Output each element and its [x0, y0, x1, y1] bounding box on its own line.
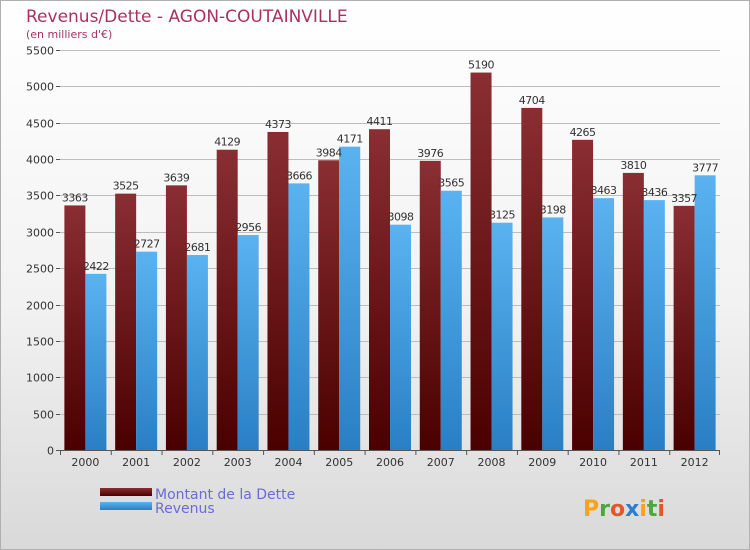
data-label: 4265	[570, 126, 596, 139]
debt-bar	[318, 160, 340, 450]
logo-letter: i	[657, 497, 665, 522]
x-tick-label: 2005	[325, 456, 353, 469]
legend-swatch-debt	[100, 488, 152, 496]
chart-title: Revenus/Dette - AGON-COUTAINVILLE	[26, 7, 348, 27]
x-tick-label: 2007	[427, 456, 455, 469]
revenus-bar	[593, 198, 615, 450]
data-label: 3666	[286, 169, 312, 182]
revenus-bar	[288, 183, 310, 450]
logo-letter: r	[599, 497, 610, 522]
revenus-bar	[136, 251, 158, 450]
debt-bar	[572, 139, 594, 450]
debt-bar	[369, 129, 390, 450]
debt-bar	[115, 193, 137, 451]
data-label: 3525	[113, 180, 139, 193]
y-tick-label: 5500	[26, 45, 54, 58]
data-label: 4129	[214, 136, 240, 149]
data-label: 4411	[367, 115, 393, 128]
legend-label-revenus: Revenus	[155, 501, 215, 517]
x-tick-label: 2004	[274, 456, 302, 469]
y-tick-label: 0	[47, 445, 54, 458]
y-tick-label: 1000	[26, 372, 54, 385]
logo-letter: P	[583, 497, 599, 522]
x-tick-label: 2010	[579, 456, 607, 469]
data-label: 3125	[489, 209, 515, 222]
chart-subtitle: (en milliers d'€)	[26, 28, 112, 41]
logo-letter: i	[639, 497, 647, 522]
revenus-bar	[491, 222, 513, 450]
logo-letter: x	[625, 497, 639, 522]
data-label: 3639	[163, 171, 189, 184]
y-tick-label: 3500	[26, 190, 54, 203]
debt-bar	[165, 185, 187, 450]
data-label: 3436	[641, 186, 667, 199]
data-label: 3984	[316, 146, 342, 159]
debt-bar	[419, 160, 441, 450]
debt-bar	[267, 131, 289, 451]
revenus-bar	[440, 190, 462, 450]
y-tick-label: 4500	[26, 118, 54, 131]
proxiti-logo: Proxiti	[583, 497, 665, 522]
x-tick-label: 2009	[528, 456, 556, 469]
y-tick-label: 4000	[26, 154, 54, 167]
y-tick-label: 1500	[26, 336, 54, 349]
debt-bar	[470, 72, 492, 450]
revenus-bar	[85, 273, 107, 450]
logo-letter: o	[610, 497, 625, 522]
legend-swatch-revenus	[100, 502, 152, 510]
data-label: 3198	[540, 203, 566, 216]
data-label: 2727	[134, 238, 160, 251]
y-tick-label: 5000	[26, 81, 54, 94]
x-tick-label: 2012	[681, 456, 709, 469]
y-tick-label: 500	[33, 409, 54, 422]
legend: Montant de la Dette Revenus	[100, 487, 295, 517]
data-label: 3810	[620, 159, 646, 172]
revenus-bar	[186, 255, 208, 450]
revenus-bar	[542, 217, 564, 450]
data-label: 4704	[519, 94, 545, 107]
debt-bar	[64, 205, 86, 450]
data-label: 3463	[591, 184, 617, 197]
x-axis-ticks: 2000 2001 2002 2003 2004 2005 2006 2007 2008 2009…	[60, 450, 720, 469]
data-label: 2422	[83, 260, 109, 273]
data-labels: 3363 2422 3525 2727 3639 2681 4129 2956 4373 3666…	[62, 59, 719, 273]
debt-bar	[673, 205, 695, 450]
data-label: 3976	[417, 147, 443, 160]
revenus-bar	[390, 224, 411, 450]
data-label: 2956	[235, 221, 261, 234]
revenus-bar	[694, 175, 716, 451]
legend-label-debt: Montant de la Dette	[155, 487, 295, 503]
debt-bar	[622, 172, 644, 450]
x-tick-label: 2001	[122, 456, 150, 469]
x-tick-label: 2011	[630, 456, 658, 469]
logo-letter: t	[647, 497, 658, 522]
data-label: 3363	[62, 191, 88, 204]
revenus-bar	[339, 146, 361, 450]
x-tick-label: 2006	[376, 456, 404, 469]
y-tick-label: 2500	[26, 263, 54, 276]
debt-bar	[521, 107, 543, 451]
data-label: 3777	[692, 161, 718, 174]
x-tick-label: 2008	[478, 456, 506, 469]
data-label: 3565	[438, 177, 464, 190]
bars	[64, 72, 716, 451]
x-tick-label: 2002	[173, 456, 201, 469]
data-label: 3357	[671, 192, 697, 205]
revenus-bar	[643, 200, 665, 450]
y-axis-ticks: 0 500 1000 1500 2000 2500 3000 3500 4000 4500 5000…	[26, 45, 54, 458]
x-tick-label: 2000	[71, 456, 99, 469]
y-tick-label: 2000	[26, 300, 54, 313]
x-tick-label: 2003	[224, 456, 252, 469]
data-label: 4373	[265, 118, 291, 131]
debt-bar	[216, 149, 238, 450]
data-label: 5190	[468, 59, 494, 72]
data-label: 3098	[388, 211, 414, 224]
data-label: 2681	[184, 241, 210, 254]
y-tick-label: 3000	[26, 227, 54, 240]
data-label: 4171	[337, 133, 363, 146]
revenus-bar	[237, 235, 259, 450]
